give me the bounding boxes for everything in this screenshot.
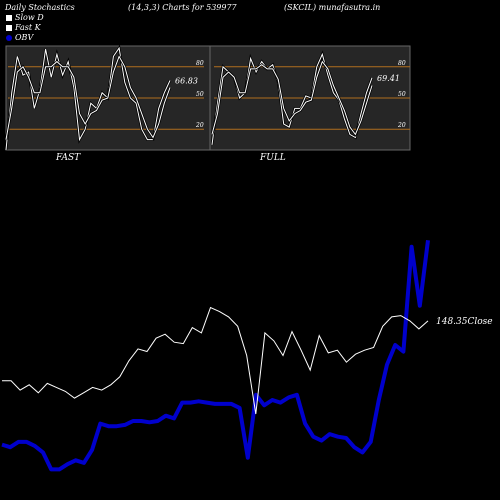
chart-params: (14,3,3) Charts for 539977 [128, 3, 237, 12]
close-price-line [2, 306, 429, 415]
fast-panel-label: FAST [56, 153, 81, 163]
legend-fast-k-label: Fast K [15, 23, 41, 32]
full-ytick-label: 80 [398, 60, 406, 67]
obv-swatch-icon [6, 35, 12, 41]
fast-k-swatch-icon [6, 25, 12, 31]
full-ytick-label: 20 [397, 122, 406, 129]
fast-slow_d-line [5, 55, 171, 140]
full-panel-label: FULL [260, 153, 286, 163]
legend-obv-label: OBV [15, 33, 34, 42]
slow-d-swatch-icon [6, 15, 12, 21]
fast-ytick-label: 20 [195, 122, 204, 129]
fast-last-value-label: 66.83 [175, 76, 198, 85]
fast-ytick-label: 80 [196, 60, 204, 67]
full-slow_d-line [211, 60, 373, 136]
legend-fast-k: Fast K [6, 23, 41, 33]
close-last-value-label: 148.35Close [436, 317, 493, 327]
full-stochastic-panel: 80 50 20 69.41 [209, 45, 411, 151]
chart-title: Daily Stochastics [5, 3, 75, 12]
price-obv-panel: 148.35Close [1, 239, 493, 472]
fast-stochastic-panel: 80 50 20 66.83 [4, 44, 211, 151]
legend-slow-d: Slow D [6, 13, 44, 23]
chart-ticker: (SKCIL) munafasutra.in [284, 3, 381, 12]
full-ytick-label: 50 [398, 91, 406, 98]
full-last-value-label: 69.41 [377, 74, 400, 83]
obv-line [1, 239, 430, 472]
fast-ytick-label: 50 [196, 91, 204, 98]
legend-obv: OBV [6, 33, 33, 43]
legend-slow-d-label: Slow D [15, 13, 44, 22]
